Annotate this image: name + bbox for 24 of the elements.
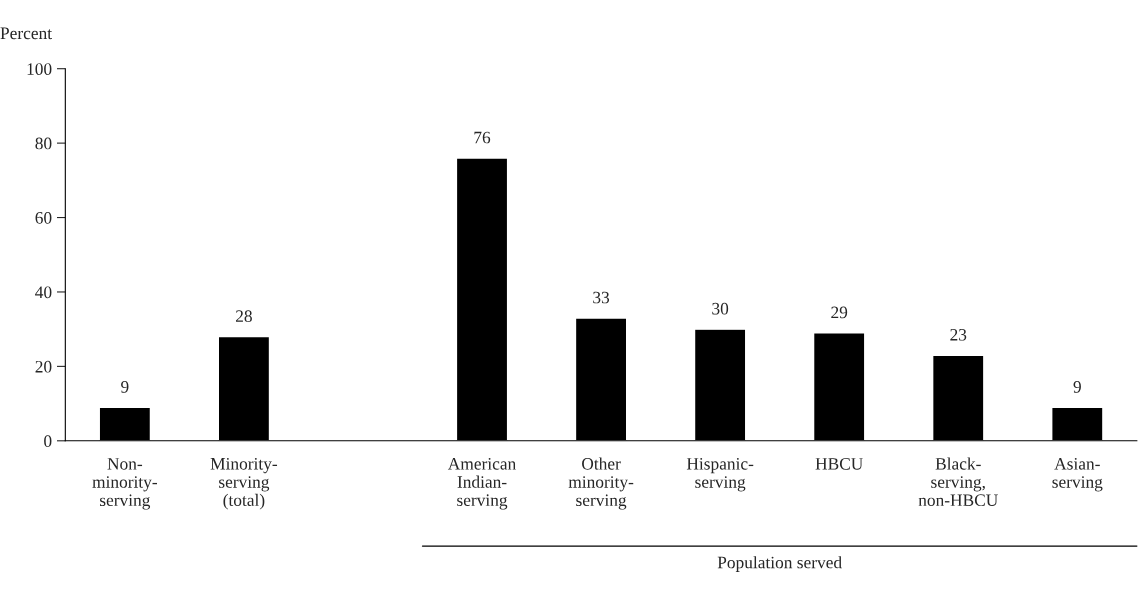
y-tick-label: 60: [35, 212, 52, 224]
y-axis-title: Percent: [0, 27, 52, 40]
data-label: 33: [593, 291, 610, 304]
y-tick-label: 80: [35, 137, 52, 150]
x-tick-label: Other minority- serving: [568, 457, 634, 510]
data-label: 76: [474, 131, 491, 144]
y-tick-label: 20: [35, 360, 52, 373]
x-tick-label: Hispanic- serving: [686, 458, 754, 492]
data-label: 9: [121, 381, 129, 393]
x-tick-label: Minority- serving (total): [210, 457, 278, 510]
x-tick-label: HBCU: [815, 458, 863, 470]
y-tick-label: 100: [27, 63, 52, 75]
y-tick-label: 40: [35, 286, 52, 299]
y-tick-label: 0: [44, 435, 52, 447]
data-label: 23: [950, 328, 967, 341]
x-tick-label: Black- serving, non-HBCU: [918, 457, 998, 507]
x-tick-label: Non- minority- serving: [92, 458, 158, 510]
data-label: 30: [712, 302, 729, 315]
text: Population served: [717, 556, 842, 572]
data-label: 28: [235, 310, 252, 322]
x-tick-label: Asian- serving: [1052, 458, 1103, 492]
x-tick-label: American Indian- serving: [447, 458, 516, 510]
data-label: 29: [831, 306, 848, 319]
data-label: 9: [1073, 381, 1081, 393]
